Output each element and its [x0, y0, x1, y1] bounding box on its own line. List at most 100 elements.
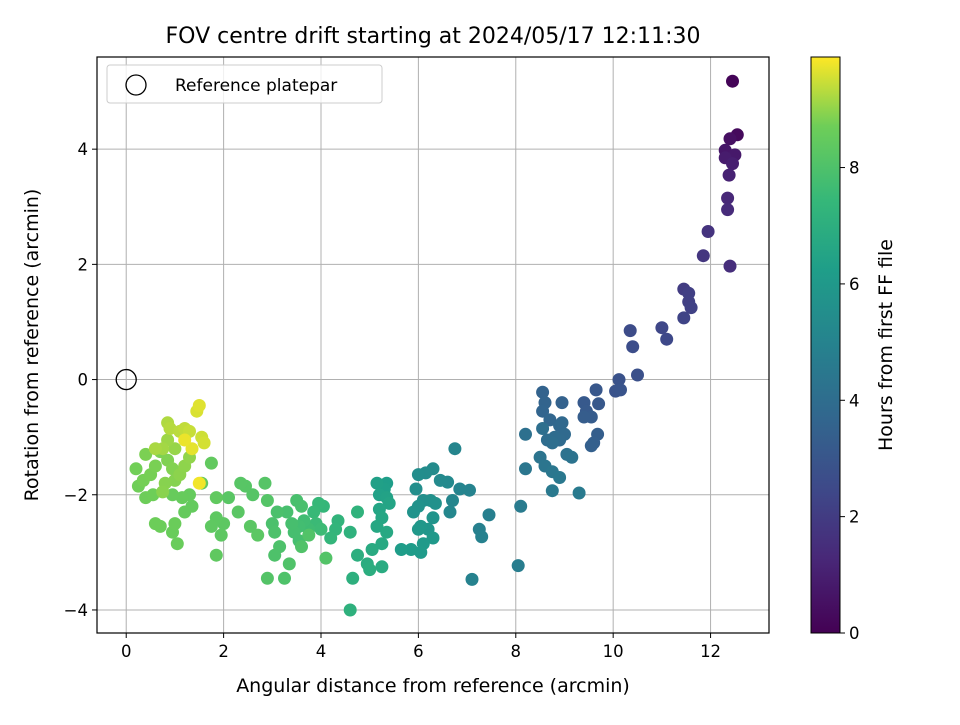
scatter-point: [482, 508, 496, 522]
scatter-point: [222, 491, 235, 505]
reference-platepar-marker: [115, 368, 137, 391]
y-tick-label: 4: [78, 140, 89, 159]
legend-label-reference: Reference platepar: [175, 76, 337, 96]
scatter-point: [375, 560, 389, 574]
scatter-point: [446, 494, 459, 507]
scatter-point: [382, 496, 396, 510]
scatter-point: [655, 321, 669, 335]
scatter-point: [543, 413, 557, 427]
colorbar-gradient: [810, 56, 841, 634]
scatter-point: [314, 522, 328, 536]
x-tick-label: 0: [121, 642, 132, 661]
scatter-point: [428, 496, 442, 510]
scatter-point: [258, 476, 272, 490]
scatter-point: [545, 484, 559, 498]
scatter-point: [721, 203, 735, 217]
scatter-point: [407, 505, 420, 519]
scatter-point: [166, 488, 179, 502]
scatter-point: [572, 486, 586, 500]
scatter-point: [701, 225, 715, 238]
scatter-point: [278, 571, 291, 585]
scatter-point: [246, 488, 260, 502]
scatter-point: [623, 324, 637, 338]
scatter-point: [411, 522, 425, 536]
scatter-point: [156, 485, 170, 499]
colorbar-tick-label: 2: [849, 508, 860, 527]
scatter-point: [536, 385, 550, 399]
scatter-point: [614, 383, 627, 397]
scatter-point: [443, 505, 457, 519]
x-tick-label: 12: [700, 642, 721, 661]
y-axis-label: Rotation from reference (arcmin): [21, 189, 43, 502]
scatter-point: [612, 373, 626, 387]
scatter-point: [553, 471, 567, 484]
scatter-point: [363, 563, 377, 577]
scatter-point: [260, 494, 274, 507]
scatter-point: [260, 571, 274, 585]
scatter-point: [307, 505, 321, 519]
x-axis-label: Angular distance from reference (arcmin): [236, 675, 630, 697]
scatter-point: [726, 74, 739, 88]
scatter-point: [409, 482, 423, 496]
scatter-point: [139, 447, 153, 461]
scatter-point: [319, 551, 333, 565]
scatter-point: [351, 548, 364, 562]
scatter-point: [555, 416, 569, 430]
scatter-point: [168, 517, 182, 531]
scatter-point: [251, 528, 265, 542]
scatter-point: [295, 540, 308, 554]
scatter-point: [192, 399, 206, 412]
scatter-point: [148, 442, 162, 456]
scatter-point: [324, 531, 338, 545]
scatter-point: [722, 168, 736, 182]
scatter-point: [465, 572, 479, 586]
scatter-point: [268, 525, 282, 539]
legend-marker-reference: [125, 74, 147, 96]
y-tick-label: 0: [78, 371, 89, 390]
scatter-point: [346, 571, 360, 585]
scatter-point: [209, 491, 223, 505]
scatter-point: [170, 537, 184, 551]
scatter-point: [178, 433, 192, 447]
scatter-point: [411, 468, 425, 482]
scatter-point: [426, 531, 440, 545]
colorbar-tick-label: 4: [849, 391, 860, 410]
scatter-point: [343, 525, 357, 539]
scatter-point: [545, 436, 559, 450]
scatter-point: [282, 557, 296, 571]
scatter-point: [536, 422, 550, 435]
scatter-point: [475, 530, 489, 544]
scatter-point: [163, 422, 177, 435]
scatter-point: [723, 259, 737, 273]
scatter-point: [721, 191, 735, 205]
axis-ticks: 0 2 4 6 8 10 12 −4 −2 0 2 4: [64, 140, 721, 661]
scatter-point: [536, 404, 550, 418]
scatter-point: [148, 459, 162, 473]
scatter-point: [453, 482, 467, 496]
scatter-point: [426, 511, 440, 525]
colorbar-label: Hours from first FF file: [875, 239, 897, 451]
scatter-point: [555, 396, 569, 410]
colorbar-tick-label: 0: [849, 624, 860, 643]
scatter-point: [197, 436, 211, 450]
scatter-point: [626, 340, 640, 354]
x-tick-label: 10: [603, 642, 624, 661]
scatter-point: [231, 505, 245, 519]
data-points: [115, 74, 744, 617]
x-tick-label: 6: [413, 642, 424, 661]
scatter-point: [192, 476, 206, 490]
scatter-point: [234, 476, 248, 490]
scatter-point: [592, 397, 606, 411]
scatter-point: [204, 456, 218, 470]
scatter-point: [511, 559, 525, 573]
scatter-point: [660, 332, 674, 346]
scatter-point: [295, 499, 308, 513]
scatter-point: [584, 439, 598, 453]
legend-box: [106, 64, 383, 104]
scatter-point: [394, 543, 408, 556]
colorbar-ticks: 0 2 4 6 8: [840, 159, 860, 643]
scatter-point: [433, 473, 447, 487]
scatter-point: [519, 462, 532, 476]
scatter-point: [684, 301, 698, 315]
